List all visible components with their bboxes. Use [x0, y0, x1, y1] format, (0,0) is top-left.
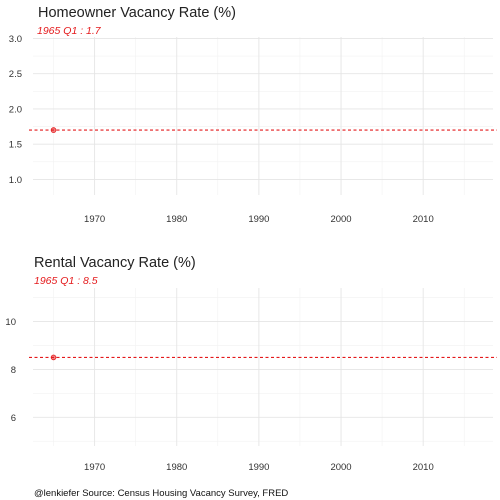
rental-chart-title: Rental Vacancy Rate (%) — [34, 255, 196, 271]
homeowner-chart-title: Homeowner Vacancy Rate (%) — [38, 5, 236, 21]
homeowner-chart-subtitle: 1965 Q1 : 1.7 — [37, 25, 102, 37]
rental-data-marks — [29, 354, 497, 361]
rental-y-tick-label: 6 — [11, 413, 16, 424]
homeowner-x-tick-label: 1990 — [248, 214, 269, 225]
rental-x-tick-label: 2010 — [413, 462, 434, 473]
homeowner-y-tick-label: 1.0 — [9, 175, 22, 186]
rental-x-tick-label: 1980 — [166, 462, 187, 473]
source-caption: @lenkiefer Source: Census Housing Vacanc… — [34, 488, 288, 499]
homeowner-data-marks — [29, 127, 497, 133]
rental-grid — [33, 288, 493, 446]
rental-y-tick-label: 8 — [11, 365, 16, 376]
rental-y-axis-ticks: 6 8 10 — [5, 317, 16, 424]
homeowner-x-tick-label: 1980 — [166, 214, 187, 225]
homeowner-panel: Homeowner Vacancy Rate (%) 1965 Q1 : 1.7… — [9, 5, 497, 225]
homeowner-grid — [33, 37, 493, 195]
rental-panel: Rental Vacancy Rate (%) 1965 Q1 : 8.5 6 8… — [5, 255, 497, 473]
rental-x-tick-label: 1990 — [248, 462, 269, 473]
rental-chart-subtitle: 1965 Q1 : 8.5 — [34, 275, 98, 287]
homeowner-y-tick-label: 3.0 — [9, 34, 22, 45]
rental-x-tick-label: 2000 — [330, 462, 351, 473]
rental-data-point — [50, 354, 57, 361]
homeowner-data-point — [50, 127, 57, 133]
homeowner-x-tick-label: 2010 — [413, 214, 434, 225]
homeowner-y-axis-ticks: 1.0 1.5 2.0 2.5 3.0 — [9, 34, 22, 186]
rental-x-axis-ticks: 1970 1980 1990 2000 2010 — [84, 462, 434, 473]
homeowner-x-tick-label: 2000 — [330, 214, 351, 225]
homeowner-x-axis-ticks: 1970 1980 1990 2000 2010 — [84, 214, 434, 225]
rental-y-tick-label: 10 — [5, 317, 16, 328]
homeowner-y-tick-label: 2.5 — [9, 69, 22, 80]
homeowner-x-tick-label: 1970 — [84, 214, 105, 225]
homeowner-y-tick-label: 2.0 — [9, 104, 22, 115]
homeowner-y-tick-label: 1.5 — [9, 140, 22, 151]
rental-x-tick-label: 1970 — [84, 462, 105, 473]
